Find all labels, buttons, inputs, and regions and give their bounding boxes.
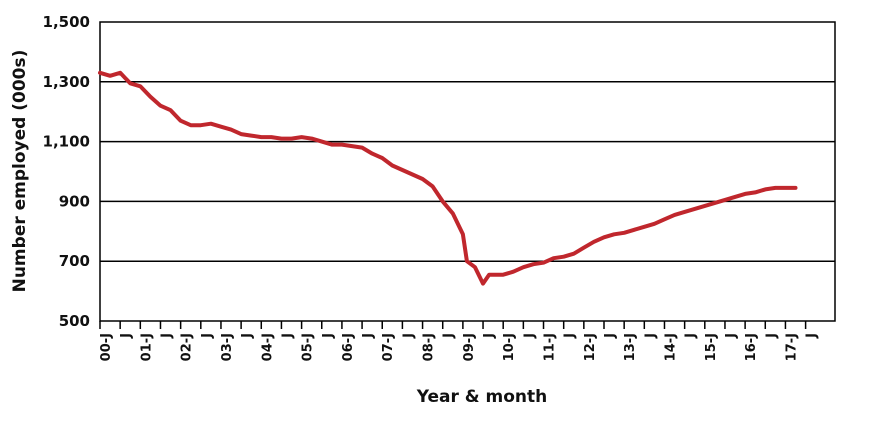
- x-tick-label: 17-J: [784, 333, 799, 361]
- x-tick-label: J: [522, 333, 537, 339]
- x-tick-label: 05-J: [301, 333, 316, 361]
- x-tick-label: 08-J: [422, 333, 437, 361]
- x-tick-label: 07-J: [381, 333, 396, 361]
- x-tick-label: J: [361, 333, 376, 339]
- x-tick-label: 02-J: [180, 333, 195, 361]
- plot-area: [99, 21, 836, 322]
- x-axis-title: Year & month: [416, 387, 548, 407]
- x-tick-label: J: [724, 333, 739, 339]
- x-tick-label: J: [764, 333, 779, 339]
- x-tick-label: J: [401, 333, 416, 339]
- x-tick-label: J: [563, 333, 578, 339]
- y-tick-label: 1,500: [43, 13, 90, 31]
- x-tick-label: 03-J: [220, 333, 235, 361]
- y-tick-label: 500: [59, 312, 90, 330]
- y-axis-tick-labels: 500 700 900 1,100 1,300 1,500: [43, 13, 90, 330]
- x-tick-label: 09-J: [462, 333, 477, 361]
- x-tick-label: 00-J: [99, 333, 114, 361]
- x-tick-label: J: [240, 333, 255, 339]
- x-tick-label: J: [442, 333, 457, 339]
- x-tick-label: 10-J: [502, 333, 517, 361]
- x-tick-label: 01-J: [139, 333, 154, 361]
- x-tick-label: 04-J: [260, 333, 275, 361]
- y-tick-label: 900: [59, 192, 90, 210]
- x-tick-label: 06-J: [341, 333, 356, 361]
- x-tick-label: 12-J: [583, 333, 598, 361]
- x-tick-label: J: [805, 333, 820, 339]
- x-tick-label: J: [280, 333, 295, 339]
- x-tick-label: J: [482, 333, 497, 339]
- x-tick-label: J: [321, 333, 336, 339]
- y-axis-title: Number employed (000s): [10, 50, 30, 293]
- x-tick-label: J: [200, 333, 215, 339]
- x-tick-label: J: [684, 333, 699, 339]
- x-tick-label: J: [643, 333, 658, 339]
- x-tick-label: J: [159, 333, 174, 339]
- y-tick-label: 700: [59, 252, 90, 270]
- x-tick-label: 16-J: [744, 333, 759, 361]
- x-tick-label: 13-J: [623, 333, 638, 361]
- x-tick-label: 11-J: [543, 333, 558, 361]
- y-tick-label: 1,100: [43, 133, 90, 151]
- employment-line: [98, 70, 798, 286]
- x-tick-label: J: [119, 333, 134, 339]
- x-tick-label: J: [603, 333, 618, 339]
- y-tick-label: 1,300: [43, 73, 90, 91]
- x-axis: 00-J J 01-J J 02-J J 03-J J 04-J J 05-J J 06-J J 07-J J…: [99, 321, 820, 361]
- x-tick-label: 15-J: [704, 333, 719, 361]
- gridlines: [100, 81, 835, 262]
- x-tick-label: 14-J: [663, 333, 678, 361]
